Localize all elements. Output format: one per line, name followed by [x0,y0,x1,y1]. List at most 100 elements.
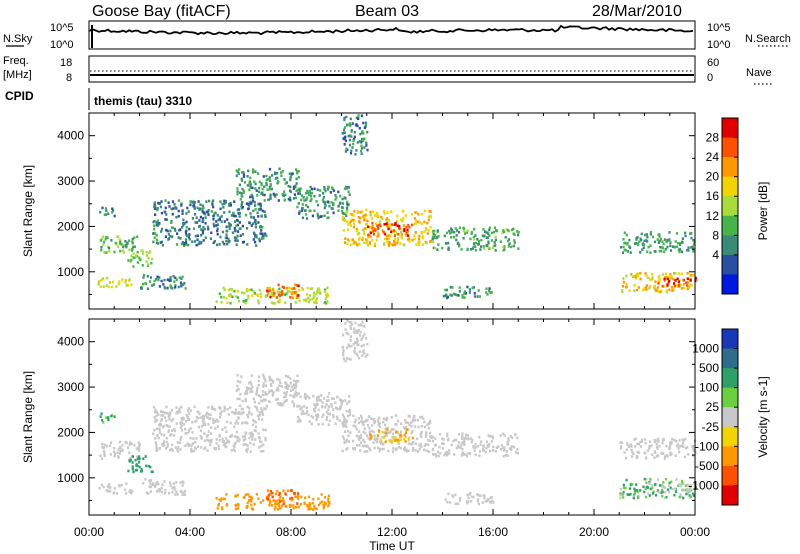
colorbar-tick-label: -1000 [688,478,719,492]
heatmap-cell [187,407,190,410]
heatmap-cell [179,438,182,441]
heatmap-cell [305,198,308,202]
heatmap-cell [492,445,495,449]
heatmap-cell [240,291,243,294]
heatmap-cell [172,418,175,421]
heatmap-cell [483,449,486,452]
heatmap-cell [396,431,399,434]
heatmap-cell [291,385,294,389]
heatmap-cell [673,487,676,491]
heatmap-cell [146,274,149,278]
heatmap-cell [420,415,423,419]
heatmap-cell [395,422,398,426]
heatmap-cell [668,484,671,487]
heatmap-cell [169,279,173,282]
heatmap-cell [513,239,516,242]
heatmap-cell [346,202,349,206]
heatmap-cell [507,439,510,442]
heatmap-cell [470,500,473,503]
heatmap-cell [633,445,637,448]
heatmap-cell [227,288,230,292]
heatmap-cell [162,441,165,445]
heatmap-cell [240,192,243,195]
heatmap-cell [240,179,244,182]
heatmap-cell [307,193,310,197]
heatmap-cell [343,440,346,444]
heatmap-cell [271,392,274,395]
heatmap-cell [238,183,241,187]
heatmap-cell [670,275,673,278]
heatmap-cell [350,213,354,216]
heatmap-cell [388,431,391,434]
heatmap-cell [195,419,198,422]
heatmap-cell [472,235,475,239]
heatmap-cell [204,446,207,449]
heatmap-cell [380,215,383,219]
heatmap-cell [236,439,239,443]
heatmap-cell [297,284,300,288]
noise-left-tick-bottom: 10^0 [50,39,74,51]
heatmap-cell [410,425,413,428]
heatmap-cell [671,289,674,292]
heatmap-cell [193,240,197,243]
heatmap-cell [321,405,324,409]
heatmap-cell [262,175,265,178]
heatmap-cell [332,397,335,400]
heatmap-cell [657,490,661,494]
heatmap-cell [286,489,289,492]
heatmap-cell [269,382,273,386]
heatmap-cell [179,426,182,429]
heatmap-cell [289,394,292,397]
heatmap-cell [254,438,257,441]
heatmap-cell [692,249,695,253]
heatmap-cell [417,243,420,247]
heatmap-cell [246,501,249,505]
heatmap-cell [332,415,335,419]
heatmap-cell [342,437,346,441]
heatmap-cell [293,383,296,387]
heatmap-cell [367,236,370,239]
heatmap-cell [316,214,319,217]
heatmap-cell [266,489,269,492]
heatmap-cell [203,227,206,231]
heatmap-cell [102,285,105,288]
heatmap-cell [240,375,243,378]
heatmap-cell [428,450,431,454]
heatmap-cell [681,240,684,244]
heatmap-cell [397,438,400,442]
heatmap-cell [658,280,661,284]
heatmap-cell [634,437,637,440]
heatmap-cell [450,236,453,239]
heatmap-cell [274,171,277,175]
heatmap-cell [236,230,240,233]
heatmap-cell [664,477,668,481]
heatmap-cell [249,176,252,180]
heatmap-cell [649,231,652,234]
heatmap-cell [354,425,357,428]
heatmap-cell [287,375,290,378]
heatmap-cell [421,243,424,246]
heatmap-cell [441,447,445,450]
heatmap-cell [653,440,656,444]
heatmap-cell [379,438,383,442]
heatmap-cell [113,250,116,254]
heatmap-cell [194,213,197,216]
heatmap-cell [170,408,173,412]
heatmap-cell [665,240,668,244]
heatmap-cell [394,243,397,247]
heatmap-cell [400,434,403,438]
heatmap-cell [256,293,259,296]
heatmap-cell [157,278,160,282]
y-tick-label: 3000 [57,380,84,394]
heatmap-cell [330,403,333,406]
heatmap-cell [631,483,634,486]
heatmap-cell [275,193,278,196]
heatmap-cell [346,185,349,189]
heatmap-cell [366,130,369,134]
colorbar-tick-label: 1000 [692,342,719,356]
heatmap-cell [345,185,348,189]
heatmap-cell [158,428,161,432]
heatmap-cell [470,230,473,234]
heatmap-cell [137,449,140,452]
heatmap-cell [619,441,622,444]
